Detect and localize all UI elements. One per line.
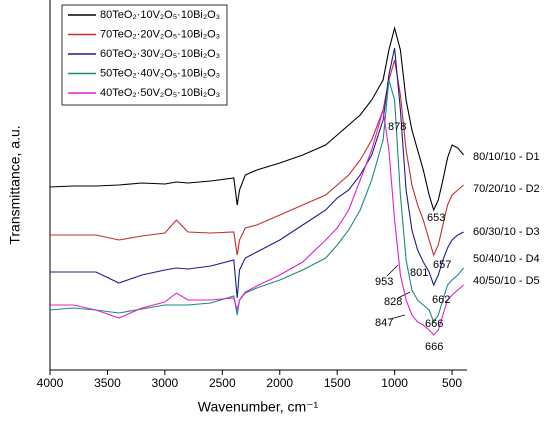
peak-label: 666 — [425, 318, 443, 330]
legend-label: 80TeO₂·10V₂O₅·10Bi₂O₃ — [100, 9, 220, 21]
legend-box — [61, 4, 228, 106]
x-axis-label: Wavenumber, cm⁻¹ — [198, 399, 319, 415]
x-tick-label: 1000 — [381, 376, 408, 390]
legend-label: 50TeO₂·40V₂O₅·10Bi₂O₃ — [100, 67, 220, 79]
x-tick-label: 3000 — [152, 376, 179, 390]
legend-label: 70TeO₂·20V₂O₅·10Bi₂O₃ — [100, 28, 220, 40]
peak-label: 662 — [432, 294, 450, 306]
x-tick-label: 3500 — [94, 376, 121, 390]
curve-label: 70/20/10 - D2 — [473, 183, 540, 195]
peak-label: 828 — [384, 296, 402, 308]
peak-arrows — [386, 264, 411, 320]
peak-label: 878 — [388, 121, 406, 133]
curve-label: 50/40/10 - D4 — [473, 253, 540, 265]
legend: 80TeO₂·10V₂O₅·10Bi₂O₃ 70TeO₂·20V₂O₅·10Bi₂… — [61, 4, 228, 106]
x-tick-label: 4000 — [37, 376, 64, 390]
legend-label: 60TeO₂·30V₂O₅·10Bi₂O₃ — [100, 48, 220, 60]
x-tick-label: 2500 — [209, 376, 236, 390]
curve-label: 60/30/10 - D3 — [473, 226, 540, 238]
peak-label: 953 — [375, 276, 393, 288]
legend-label: 40TeO₂·50V₂O₅·10Bi₂O₃ — [100, 87, 220, 99]
x-tick-label: 500 — [442, 376, 462, 390]
series-line — [49, 79, 465, 324]
series-line — [50, 59, 464, 257]
series-line — [50, 109, 464, 336]
series-line — [49, 25, 465, 212]
peak-label: 847 — [375, 317, 393, 329]
x-tick-label: 2000 — [266, 376, 293, 390]
peak-label: 653 — [427, 212, 445, 224]
peak-label: 657 — [433, 259, 451, 271]
y-axis-label: Transmittance, a.u. — [7, 125, 23, 244]
peak-label: 801 — [410, 267, 428, 279]
peak-label: 666 — [425, 341, 443, 353]
curve-label: 40/50/10 - D5 — [473, 275, 540, 287]
curve-label: 80/10/10 - D1 — [473, 151, 540, 163]
x-tick-label: 1500 — [324, 376, 351, 390]
series-line — [50, 47, 464, 299]
